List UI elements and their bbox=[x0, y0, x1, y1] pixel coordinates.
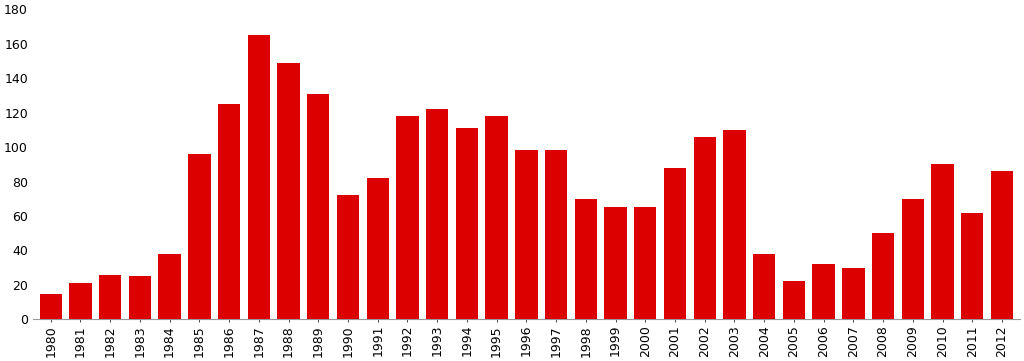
Bar bbox=[545, 151, 567, 319]
Bar bbox=[842, 268, 864, 319]
Bar bbox=[337, 195, 359, 319]
Bar bbox=[426, 109, 449, 319]
Bar bbox=[723, 130, 745, 319]
Bar bbox=[962, 213, 983, 319]
Bar bbox=[515, 151, 538, 319]
Bar bbox=[872, 233, 894, 319]
Bar bbox=[159, 254, 181, 319]
Bar bbox=[902, 199, 924, 319]
Bar bbox=[664, 168, 686, 319]
Bar bbox=[991, 171, 1013, 319]
Bar bbox=[753, 254, 775, 319]
Bar bbox=[40, 293, 61, 319]
Bar bbox=[70, 283, 91, 319]
Bar bbox=[99, 275, 121, 319]
Bar bbox=[248, 35, 270, 319]
Bar bbox=[782, 282, 805, 319]
Bar bbox=[485, 116, 508, 319]
Bar bbox=[812, 264, 835, 319]
Bar bbox=[396, 116, 419, 319]
Bar bbox=[456, 128, 478, 319]
Bar bbox=[634, 207, 656, 319]
Bar bbox=[693, 137, 716, 319]
Bar bbox=[604, 207, 627, 319]
Bar bbox=[367, 178, 389, 319]
Bar bbox=[188, 154, 211, 319]
Bar bbox=[278, 62, 300, 319]
Bar bbox=[218, 104, 241, 319]
Bar bbox=[307, 93, 330, 319]
Bar bbox=[129, 276, 152, 319]
Bar bbox=[932, 164, 953, 319]
Bar bbox=[574, 199, 597, 319]
